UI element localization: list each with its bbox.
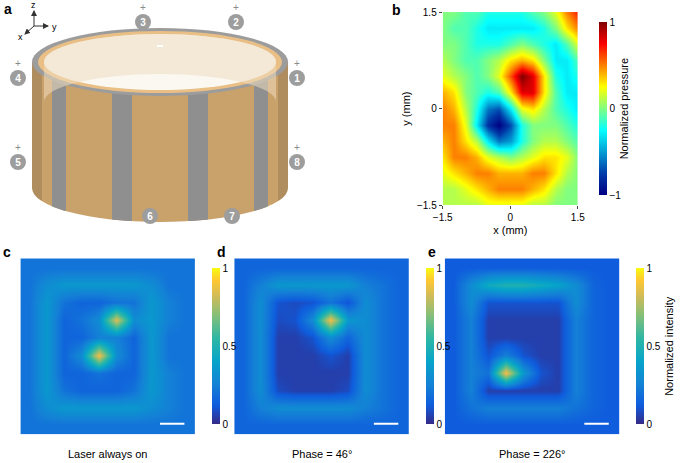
svg-text:8: 8 — [294, 157, 300, 168]
svg-text:+: + — [294, 58, 300, 69]
svg-text:1: 1 — [294, 73, 300, 84]
svg-text:2: 2 — [233, 17, 239, 28]
svg-text:0: 0 — [223, 419, 229, 430]
svg-text:+: + — [294, 142, 300, 153]
svg-text:y (mm): y (mm) — [400, 91, 412, 125]
svg-text:5: 5 — [15, 157, 21, 168]
svg-text:Phase = 226°: Phase = 226° — [499, 448, 565, 460]
svg-text:1: 1 — [223, 263, 229, 274]
svg-text:+: + — [15, 58, 21, 69]
svg-text:Normalized pressure: Normalized pressure — [618, 58, 630, 159]
svg-text:0.5: 0.5 — [223, 341, 237, 352]
svg-text:a: a — [4, 1, 12, 17]
svg-text:0: 0 — [507, 212, 513, 223]
svg-text:+: + — [140, 2, 146, 13]
svg-text:0: 0 — [437, 419, 443, 430]
svg-text:z: z — [31, 0, 36, 10]
svg-text:4: 4 — [15, 73, 21, 84]
svg-text:6: 6 — [147, 211, 153, 222]
svg-text:7: 7 — [229, 211, 235, 222]
svg-text:x (mm): x (mm) — [493, 224, 527, 236]
svg-text:+: + — [233, 2, 239, 13]
svg-text:0.5: 0.5 — [437, 341, 451, 352]
svg-text:1.5: 1.5 — [571, 212, 585, 223]
svg-text:Laser always on: Laser always on — [68, 448, 148, 460]
svg-text:Normalized intensity: Normalized intensity — [663, 296, 675, 396]
svg-text:+: + — [15, 142, 21, 153]
svg-text:c: c — [3, 244, 11, 260]
svg-text:0: 0 — [431, 103, 437, 114]
svg-text:0: 0 — [647, 419, 653, 430]
svg-text:1: 1 — [647, 263, 653, 274]
svg-text:d: d — [217, 244, 226, 260]
svg-text:−1: −1 — [610, 190, 622, 201]
svg-text:b: b — [392, 2, 401, 18]
svg-text:0: 0 — [610, 103, 616, 114]
svg-text:x: x — [18, 32, 23, 42]
svg-text:1: 1 — [610, 17, 616, 28]
svg-text:0.5: 0.5 — [647, 341, 661, 352]
svg-text:1: 1 — [437, 263, 443, 274]
svg-text:−1.5: −1.5 — [433, 212, 453, 223]
svg-text:Phase = 46°: Phase = 46° — [292, 448, 352, 460]
svg-text:3: 3 — [140, 17, 146, 28]
svg-text:−1.5: −1.5 — [417, 200, 437, 211]
svg-text:1.5: 1.5 — [423, 7, 437, 18]
svg-text:e: e — [428, 244, 436, 260]
svg-text:y: y — [52, 22, 57, 32]
